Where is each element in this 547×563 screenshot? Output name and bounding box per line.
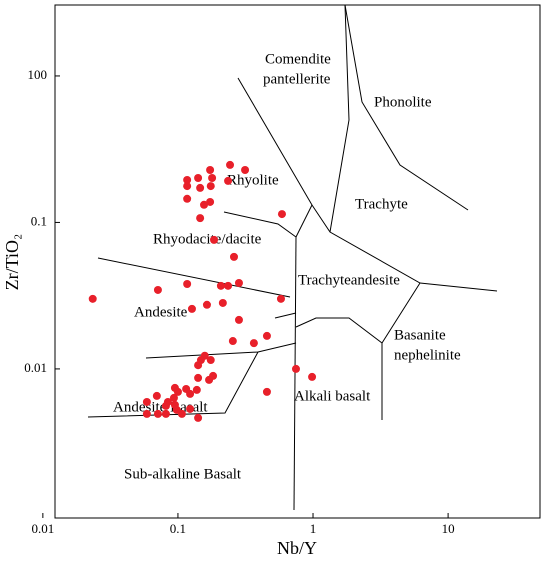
point: [142, 409, 151, 418]
point: [228, 337, 237, 346]
point: [194, 413, 203, 422]
point: [262, 387, 271, 396]
point: [229, 252, 238, 261]
point: [208, 174, 217, 183]
plot-frame: [54, 4, 541, 519]
point: [216, 281, 225, 290]
field-label: Alkali basalt: [294, 388, 371, 404]
y-tick-label: 0.01: [24, 360, 47, 375]
point: [241, 165, 250, 174]
field-label: nephelinite: [394, 347, 461, 363]
field-boundaries: [87, 4, 498, 511]
field-label: Trachyteandesite: [298, 272, 400, 288]
x-tick-label: 0.01: [31, 521, 54, 536]
field-label: Trachyte: [355, 196, 408, 212]
point: [177, 409, 186, 418]
field-label: Rhyodacite/dacite: [153, 231, 262, 247]
point: [206, 165, 215, 174]
point: [206, 182, 215, 191]
x-axis-label: Nb/Y: [277, 538, 317, 558]
point: [276, 294, 285, 303]
point: [183, 182, 192, 191]
point: [226, 160, 235, 169]
point: [196, 183, 205, 192]
x-tick-label: 0.1: [170, 521, 186, 536]
field-label: pantellerite: [263, 71, 331, 87]
point: [196, 214, 205, 223]
point: [206, 197, 215, 206]
field-label: Comendite: [265, 51, 331, 67]
field-label: Phonolite: [374, 94, 432, 110]
point: [183, 279, 192, 288]
field-label: Basanite: [394, 327, 446, 343]
point: [249, 339, 258, 348]
point: [187, 304, 196, 313]
point: [277, 210, 286, 219]
point: [186, 404, 195, 413]
point: [153, 409, 162, 418]
point: [200, 200, 209, 209]
point: [205, 375, 214, 384]
point: [202, 300, 211, 309]
point: [224, 176, 233, 185]
field-label: Andesite: [134, 304, 188, 320]
point: [186, 389, 195, 398]
point: [234, 315, 243, 324]
y-tick-label: 100: [28, 67, 48, 82]
point: [206, 356, 215, 365]
point: [183, 194, 192, 203]
point: [262, 331, 271, 340]
point: [152, 391, 161, 400]
point: [161, 409, 170, 418]
field-label: Rhyolite: [227, 172, 279, 188]
y-tick-label: 0.1: [31, 213, 47, 228]
point: [88, 294, 97, 303]
point: [183, 175, 192, 184]
field-label: Sub-alkaline Basalt: [124, 466, 242, 482]
point: [210, 235, 219, 244]
point: [308, 372, 317, 381]
x-tick-label: 10: [442, 521, 455, 536]
point: [142, 397, 151, 406]
point: [161, 401, 170, 410]
point: [194, 373, 203, 382]
point: [194, 361, 203, 370]
y-axis-label: Zr/TiO₂: [2, 234, 22, 291]
point: [291, 364, 300, 373]
point: [173, 387, 182, 396]
point: [192, 385, 201, 394]
point: [169, 393, 178, 402]
point: [153, 285, 162, 294]
point: [234, 278, 243, 287]
x-tick-label: 1: [310, 521, 317, 536]
point: [194, 174, 203, 183]
point: [224, 281, 233, 290]
point: [218, 298, 227, 307]
